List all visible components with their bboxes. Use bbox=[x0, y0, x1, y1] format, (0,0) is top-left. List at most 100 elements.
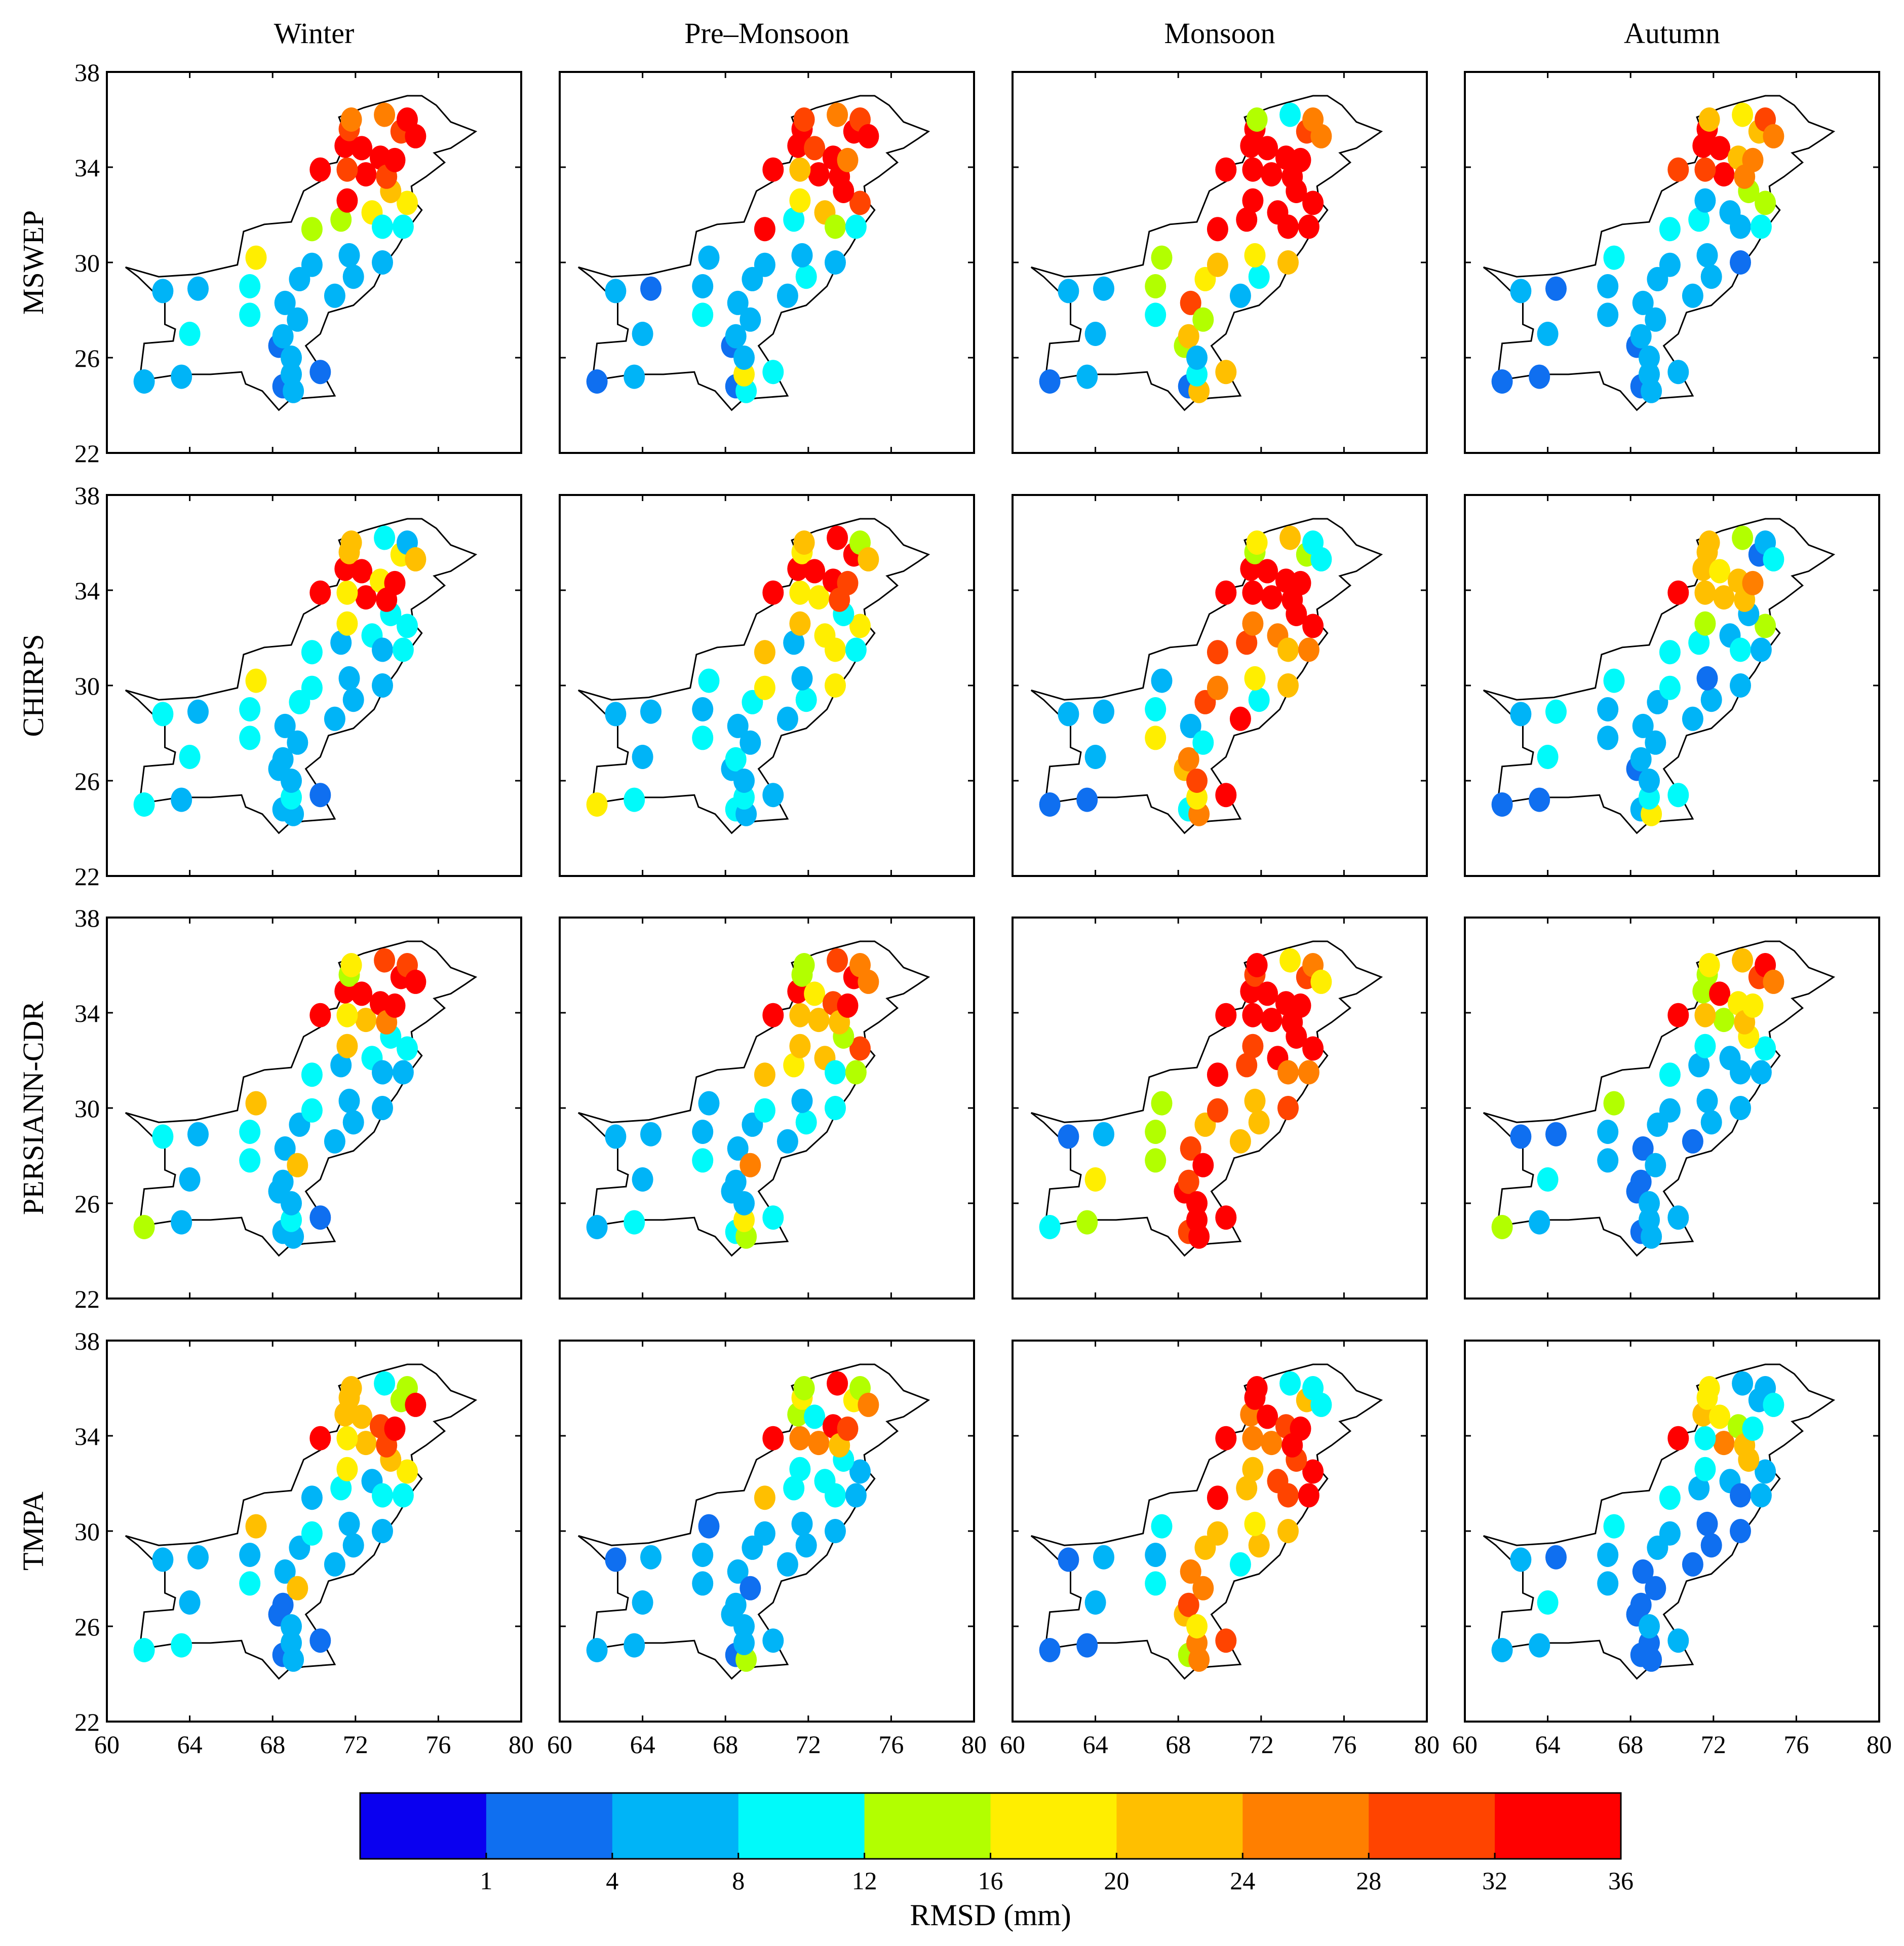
station-point bbox=[392, 1483, 414, 1508]
station-point bbox=[1186, 1207, 1208, 1232]
station-point bbox=[171, 364, 192, 389]
station-point bbox=[187, 1545, 209, 1570]
station-point bbox=[1694, 580, 1716, 605]
station-point bbox=[301, 1521, 323, 1546]
country-outline bbox=[1030, 95, 1383, 411]
station-point bbox=[1145, 1120, 1167, 1144]
station-point bbox=[1667, 157, 1689, 182]
panel-chirps-3 bbox=[1464, 494, 1880, 877]
station-point bbox=[272, 1169, 294, 1194]
station-point bbox=[1178, 1169, 1199, 1194]
station-point bbox=[1298, 1060, 1319, 1085]
station-point bbox=[1730, 250, 1751, 275]
station-point bbox=[825, 1060, 846, 1085]
station-point bbox=[1084, 322, 1106, 346]
station-point bbox=[733, 1630, 755, 1655]
colorbar-segment bbox=[864, 1793, 991, 1859]
station-point bbox=[1632, 290, 1654, 315]
station-point bbox=[1510, 1547, 1532, 1572]
station-point bbox=[1242, 1034, 1264, 1058]
station-point bbox=[1261, 1431, 1283, 1456]
x-tick-label: 64 bbox=[1535, 1730, 1561, 1759]
station-point bbox=[1242, 1457, 1264, 1481]
station-point bbox=[1229, 1129, 1251, 1154]
station-point bbox=[274, 1136, 296, 1161]
station-point bbox=[795, 1533, 817, 1558]
station-point bbox=[1186, 1614, 1208, 1638]
station-point bbox=[698, 1091, 720, 1116]
station-point bbox=[1597, 1120, 1619, 1144]
y-tick-label: 26 bbox=[74, 1613, 100, 1641]
station-point bbox=[725, 1169, 747, 1194]
station-point bbox=[1491, 369, 1513, 394]
station-point bbox=[287, 307, 308, 332]
colorbar-segment bbox=[1495, 1793, 1621, 1859]
station-point bbox=[1290, 147, 1311, 172]
country-outline bbox=[125, 95, 478, 411]
station-point bbox=[1491, 1638, 1513, 1662]
station-point bbox=[340, 107, 362, 132]
station-point bbox=[1277, 673, 1299, 698]
product-label: CHIRPS bbox=[17, 634, 50, 737]
station-point bbox=[754, 1521, 775, 1546]
map-panels: 38 34 30 26 22 38 34 30 26 22 38 34 30 26 22 38 34 30 26 22… bbox=[74, 58, 1892, 1759]
station-point bbox=[1700, 264, 1722, 289]
station-point bbox=[727, 1559, 749, 1584]
station-point bbox=[1290, 1416, 1311, 1441]
product-label: PERSIANN-CDR bbox=[17, 1001, 50, 1215]
station-point bbox=[845, 214, 867, 239]
station-point bbox=[1713, 1431, 1735, 1456]
x-tick-label: 80 bbox=[509, 1730, 534, 1759]
station-point bbox=[1257, 1404, 1278, 1429]
season-title: Autumn bbox=[1624, 17, 1720, 50]
station-point bbox=[845, 1060, 867, 1085]
station-point bbox=[1709, 981, 1731, 1006]
panel-persiann-cdr-2 bbox=[1012, 917, 1428, 1300]
station-point bbox=[632, 1590, 653, 1615]
station-point bbox=[727, 713, 749, 738]
station-point bbox=[1730, 1519, 1751, 1543]
station-point bbox=[272, 1592, 294, 1617]
station-point bbox=[274, 713, 296, 738]
country-outline bbox=[1483, 940, 1836, 1257]
station-point bbox=[1545, 276, 1567, 301]
station-point bbox=[1178, 747, 1199, 772]
station-point bbox=[397, 1036, 418, 1061]
station-point bbox=[858, 969, 879, 994]
panel-mswep-3 bbox=[1464, 71, 1880, 454]
station-point bbox=[1084, 1167, 1106, 1192]
station-point bbox=[301, 217, 323, 242]
station-point bbox=[1180, 1559, 1201, 1584]
station-point bbox=[1215, 1205, 1237, 1230]
station-point bbox=[1207, 675, 1228, 700]
station-point bbox=[1290, 570, 1311, 595]
station-point bbox=[1248, 688, 1270, 712]
station-point bbox=[1667, 580, 1689, 605]
station-point bbox=[849, 614, 871, 638]
station-point bbox=[340, 953, 362, 977]
station-point bbox=[274, 1559, 296, 1584]
station-point bbox=[1277, 1096, 1299, 1120]
station-point bbox=[1248, 264, 1270, 289]
station-point bbox=[1279, 525, 1301, 550]
station-point bbox=[1151, 245, 1173, 270]
station-point bbox=[309, 157, 331, 182]
panel-mswep-2 bbox=[1012, 71, 1428, 454]
station-point bbox=[640, 276, 662, 301]
station-point bbox=[1236, 207, 1258, 232]
station-point bbox=[179, 745, 201, 769]
y-tick-label: 30 bbox=[74, 1094, 100, 1123]
station-point bbox=[825, 637, 846, 662]
station-point bbox=[1246, 107, 1268, 132]
station-point bbox=[791, 666, 813, 691]
station-point bbox=[355, 585, 377, 610]
colorbar-tick-label: 1 bbox=[480, 1866, 492, 1895]
station-point bbox=[1545, 1545, 1567, 1570]
station-point bbox=[827, 948, 848, 973]
station-point bbox=[1084, 745, 1106, 769]
station-point bbox=[239, 1543, 261, 1567]
colorbar-tick-label: 36 bbox=[1608, 1866, 1634, 1895]
colorbar-tick-label: 24 bbox=[1230, 1866, 1255, 1895]
x-tick-label: 72 bbox=[1249, 1730, 1274, 1759]
station-point bbox=[1659, 640, 1681, 665]
